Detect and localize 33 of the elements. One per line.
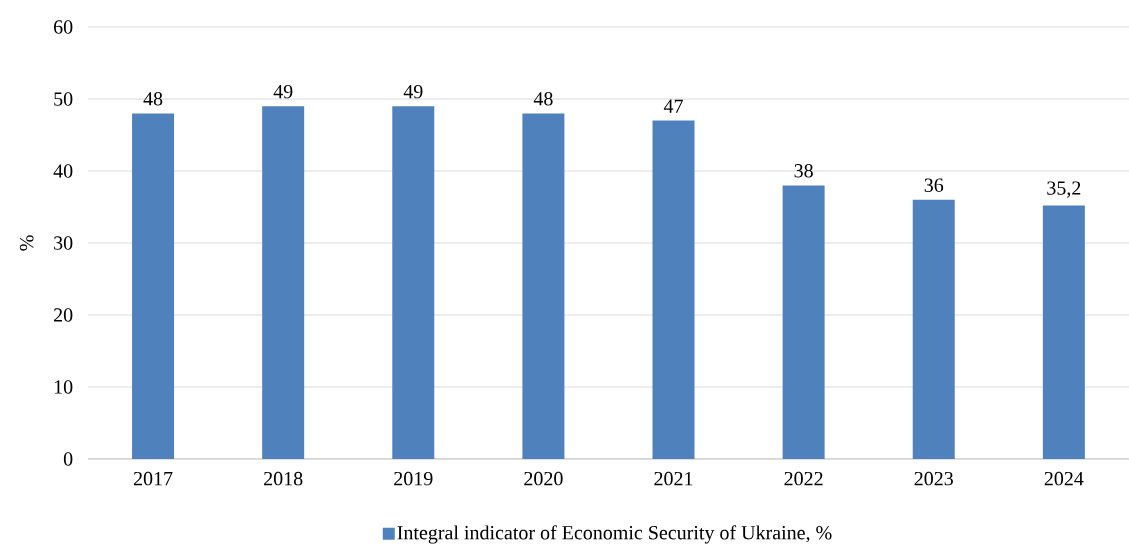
y-tick-label: 30: [54, 236, 73, 250]
y-tick-label: 60: [54, 20, 73, 34]
y-tick-label: 0: [63, 452, 73, 466]
x-tick-label: 2024: [1044, 471, 1084, 486]
bar: [132, 113, 175, 459]
bar: [652, 120, 695, 459]
data-label: 36: [924, 178, 944, 192]
data-label: 49: [273, 84, 293, 99]
bar: [522, 113, 565, 459]
bar: [262, 106, 305, 459]
data-label: 47: [663, 99, 683, 113]
bar: [392, 106, 435, 459]
x-tick-label: 2017: [133, 471, 173, 486]
bar: [1042, 205, 1085, 459]
bar: [782, 185, 825, 459]
y-tick-label: 10: [54, 380, 73, 394]
data-label: 35,2: [1047, 181, 1081, 198]
x-tick-label: 2023: [914, 471, 953, 486]
data-label: 48: [533, 92, 553, 106]
x-tick-label: 2021: [654, 471, 693, 486]
y-tick-label: 20: [54, 308, 73, 322]
x-tick-label: 2019: [394, 471, 433, 486]
y-tick-label: 50: [54, 92, 73, 106]
y-tick-label: 40: [53, 164, 73, 178]
data-label: 49: [403, 84, 423, 99]
x-tick-label: 2018: [264, 471, 303, 486]
legend-label: Integral indicator of Economic Security of Ukraine, %: [397, 525, 832, 544]
x-tick-label: 2022: [784, 471, 823, 486]
x-tick-label: 2020: [524, 471, 563, 486]
data-label: 38: [794, 164, 813, 178]
y-axis-title: %: [19, 235, 34, 251]
data-label: 48: [143, 92, 163, 106]
bar: [912, 199, 955, 459]
